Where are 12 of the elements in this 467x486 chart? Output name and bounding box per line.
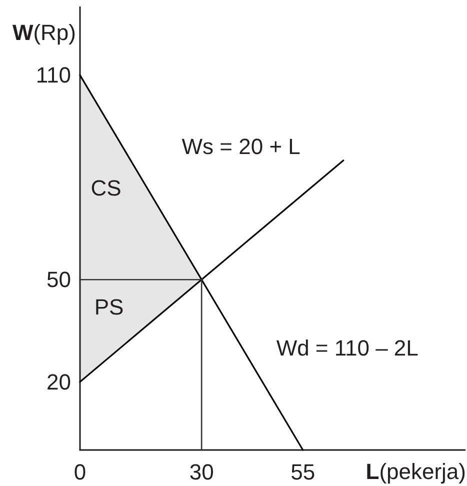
- y-tick-label: 50: [46, 267, 71, 292]
- x-axis-title: L(pekerja): [366, 459, 466, 484]
- annotation: PS: [94, 294, 124, 320]
- annotation: CS: [90, 176, 122, 200]
- x-tick-label: 0: [74, 460, 86, 484]
- x-tick-label: 30: [189, 460, 214, 484]
- series-label: Wd = 110 – 2L: [276, 336, 418, 361]
- x-tick-label: 55: [290, 460, 316, 484]
- y-tick-label: 20: [46, 369, 71, 394]
- series-label: Ws = 20 + L: [182, 134, 300, 159]
- y-tick-label: 110: [36, 62, 71, 88]
- y-axis-title: W(Rp): [12, 20, 76, 45]
